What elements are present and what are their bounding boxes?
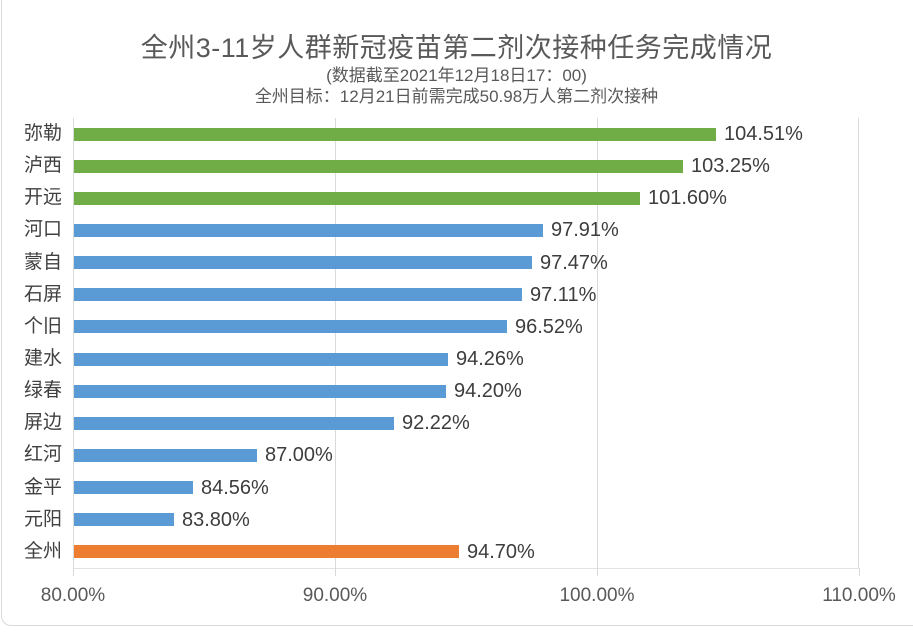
bar — [74, 224, 543, 237]
value-label: 101.60% — [648, 187, 727, 210]
bar — [74, 449, 257, 462]
value-label: 103.25% — [691, 155, 770, 178]
value-label: 94.70% — [467, 540, 535, 563]
bar — [74, 352, 448, 366]
x-axis-tick-label: 90.00% — [302, 585, 368, 606]
bar — [74, 545, 459, 559]
value-label: 97.47% — [540, 251, 608, 274]
category-label: 建水 — [23, 348, 62, 369]
bar — [74, 127, 716, 141]
bar — [74, 481, 193, 495]
category-label: 石屏 — [23, 283, 62, 305]
bar — [74, 320, 507, 334]
plot-area — [73, 118, 860, 569]
value-label: 94.26% — [456, 348, 524, 370]
bar — [74, 513, 174, 527]
category-label: 红河 — [23, 444, 62, 466]
chart-title: 全州3-11岁人群新冠疫苗第二剂次接种任务完成情况 — [140, 33, 773, 63]
gridline — [858, 118, 859, 568]
category-label: 金平 — [23, 476, 62, 498]
value-label: 87.00% — [265, 444, 333, 467]
bar — [74, 159, 683, 173]
bar — [74, 191, 640, 205]
x-axis-tick — [73, 568, 74, 576]
category-label: 开远 — [23, 187, 62, 209]
category-label: 蒙自 — [23, 251, 62, 273]
chart-subtitle-datetime: (数据截至2021年12月18日17：00) — [326, 66, 587, 85]
value-label: 83.80% — [182, 508, 250, 531]
gridline — [335, 118, 336, 568]
category-label: 个旧 — [23, 315, 62, 337]
category-label: 河口 — [23, 219, 62, 241]
chart-subtitle-target: 全州目标：12月21日前需完成50.98万人第二剂次接种 — [254, 87, 659, 106]
category-label: 全州 — [23, 540, 62, 562]
value-label: 97.11% — [530, 283, 597, 306]
category-label: 绿春 — [23, 380, 62, 402]
bar — [74, 384, 446, 398]
bar — [74, 256, 532, 270]
category-label: 弥勒 — [23, 123, 62, 144]
value-label: 94.20% — [454, 380, 522, 403]
category-label: 屏边 — [23, 412, 62, 434]
bar — [74, 416, 394, 430]
x-axis-tick-label: 100.00% — [559, 585, 635, 606]
value-label: 104.51% — [724, 123, 803, 145]
x-axis-tick — [335, 568, 336, 576]
x-axis-tick — [597, 568, 598, 576]
bar — [74, 288, 522, 302]
category-label: 元阳 — [23, 508, 62, 530]
value-label: 96.52% — [515, 315, 583, 338]
value-label: 92.22% — [402, 412, 470, 435]
x-axis-tick-label: 80.00% — [40, 585, 106, 606]
category-label: 泸西 — [23, 155, 62, 177]
x-axis-tick — [859, 568, 860, 576]
gridline — [597, 118, 598, 568]
x-axis-tick-label: 110.00% — [822, 585, 896, 606]
value-label: 84.56% — [201, 476, 269, 499]
value-label: 97.91% — [551, 219, 619, 242]
